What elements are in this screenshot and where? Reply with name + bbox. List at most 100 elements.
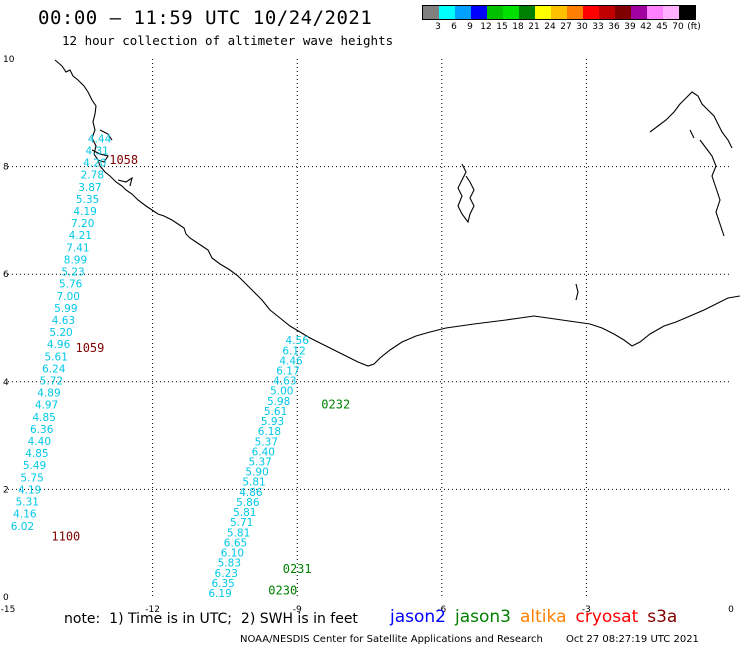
- pass-time-label: 1100: [51, 530, 80, 544]
- legend-swatch: [519, 6, 535, 19]
- color-scale-bar: [422, 5, 696, 20]
- altimeter-tracks: 4.444.314.202.783.875.354.197.204.217.41…: [11, 133, 309, 600]
- wave-height-value: 4.19: [18, 484, 41, 496]
- wave-height-value: 5.86: [236, 497, 260, 509]
- legend-swatch: [663, 6, 679, 19]
- wave-height-value: 7.20: [71, 218, 94, 230]
- coastline-east-inland: [575, 91, 733, 301]
- wave-height-value: 6.18: [258, 426, 281, 438]
- legend-label: (ft): [687, 22, 701, 32]
- legend-swatch: [423, 6, 439, 19]
- wave-height-value: 5.37: [255, 436, 278, 448]
- legend-swatch: [647, 6, 663, 19]
- wave-height-value: 4.97: [35, 400, 58, 412]
- wave-height-value: 6.40: [252, 446, 275, 458]
- wave-height-value: 4.86: [239, 487, 263, 499]
- wave-height-value: 5.61: [264, 406, 287, 418]
- pass-time-labels: 1058 1059 1100 0232 0231 0230: [51, 153, 350, 597]
- wave-height-value: 8.99: [64, 254, 87, 266]
- legend-swatch: [583, 6, 599, 19]
- legend-label: 36: [608, 22, 620, 32]
- legend-swatch: [503, 6, 519, 19]
- pass-time-label: 1058: [109, 153, 138, 167]
- legend-label: 12: [480, 22, 492, 32]
- legend-label: 45: [656, 22, 668, 32]
- y-tick-label: 4: [3, 378, 9, 388]
- wave-height-value: 6.24: [42, 363, 66, 375]
- coastline-sherbro-estuary: [91, 129, 133, 187]
- coastline: [54, 59, 740, 367]
- lake-volta: [457, 163, 475, 224]
- x-tick-label: 0: [728, 605, 734, 615]
- legend-label: 70: [672, 22, 684, 32]
- wave-height-value: 4.56: [286, 335, 310, 347]
- x-tick-label: -15: [1, 605, 16, 615]
- legend-swatch: [551, 6, 567, 19]
- wave-height-value: 5.76: [59, 279, 83, 291]
- wave-height-value: 5.81: [242, 477, 265, 489]
- legend-label: 24: [544, 22, 556, 32]
- legend-swatch: [615, 6, 631, 19]
- wave-height-value: 5.98: [267, 396, 290, 408]
- wave-height-value: 4.40: [28, 436, 51, 448]
- legend-swatch: [487, 6, 503, 19]
- wave-height-value: 4.16: [13, 509, 37, 521]
- wave-height-value: 4.96: [47, 339, 71, 351]
- wave-height-value: 5.93: [261, 416, 284, 428]
- wave-height-value: 5.75: [20, 472, 43, 484]
- wave-height-value: 5.35: [76, 194, 99, 206]
- x-tick-label: -9: [293, 605, 302, 615]
- satellite-altika: altika: [520, 607, 567, 627]
- wave-height-value: 4.21: [69, 230, 92, 242]
- y-tick-label: 2: [3, 485, 9, 495]
- wave-height-value: 5.99: [54, 303, 77, 315]
- satellite-cryosat: cryosat: [575, 607, 639, 627]
- pass-time-label: 0231: [283, 562, 312, 576]
- color-scale-labels: 3 6 9 12 15 18 21 24 27 30 33 36 39 42 45 70 (ft): [422, 20, 701, 34]
- wave-height-value: 4.63: [273, 376, 296, 388]
- legend-label: 9: [467, 22, 473, 32]
- wave-height-value: 6.12: [282, 345, 305, 357]
- wave-height-value: 5.31: [16, 497, 39, 509]
- x-tick-label: -12: [145, 605, 160, 615]
- wave-height-value: 4.20: [83, 158, 106, 170]
- wave-height-value: 5.23: [61, 267, 84, 279]
- legend-label: 15: [496, 22, 508, 32]
- satellite-jason3: jason3: [455, 607, 511, 627]
- wave-height-value: 4.89: [37, 388, 60, 400]
- satellite-s3a: s3a: [647, 607, 678, 627]
- wave-height-value: 5.37: [248, 457, 271, 469]
- pass-time-label: 0232: [321, 398, 350, 412]
- legend-label: 6: [451, 22, 457, 32]
- legend-label: 33: [592, 22, 604, 32]
- y-tick-label: 6: [3, 270, 9, 280]
- legend-label: 39: [624, 22, 636, 32]
- color-scale-legend: 3 6 9 12 15 18 21 24 27 30 33 36 39 42 45 70 (ft): [422, 5, 701, 34]
- legend-swatch: [439, 6, 455, 19]
- wave-height-value: 5.81: [233, 507, 256, 519]
- coastline-west-africa: [54, 59, 740, 367]
- note-text: note: 1) Time is in UTC; 2) SWH is in fe…: [64, 611, 358, 627]
- timestamp: Oct 27 08:27:19 UTC 2021: [566, 634, 699, 645]
- credit-line: NOAA/NESDIS Center for Satellite Applica…: [240, 634, 543, 645]
- legend-label: 30: [576, 22, 588, 32]
- wave-height-value: 6.65: [224, 537, 247, 549]
- legend-label: 27: [560, 22, 572, 32]
- wave-height-value: 5.72: [40, 375, 63, 387]
- wave-height-value: 6.23: [215, 568, 238, 580]
- wave-height-value: 6.36: [30, 424, 54, 436]
- wave-height-value: 4.85: [25, 448, 48, 460]
- wave-height-value: 4.44: [88, 133, 112, 145]
- wave-height-value: 7.00: [57, 291, 80, 303]
- wave-height-value: 5.49: [23, 460, 46, 472]
- legend-label: 21: [528, 22, 540, 32]
- wave-height-value: 5.83: [218, 558, 241, 570]
- wave-height-value: 4.85: [32, 412, 55, 424]
- legend-swatch: [599, 6, 615, 19]
- legend-swatch: [679, 6, 695, 19]
- wave-height-value: 4.19: [73, 206, 96, 218]
- wave-height-value: 5.20: [49, 327, 72, 339]
- y-tick-label: 10: [3, 55, 15, 65]
- map-subtitle: 12 hour collection of altimeter wave hei…: [62, 33, 394, 48]
